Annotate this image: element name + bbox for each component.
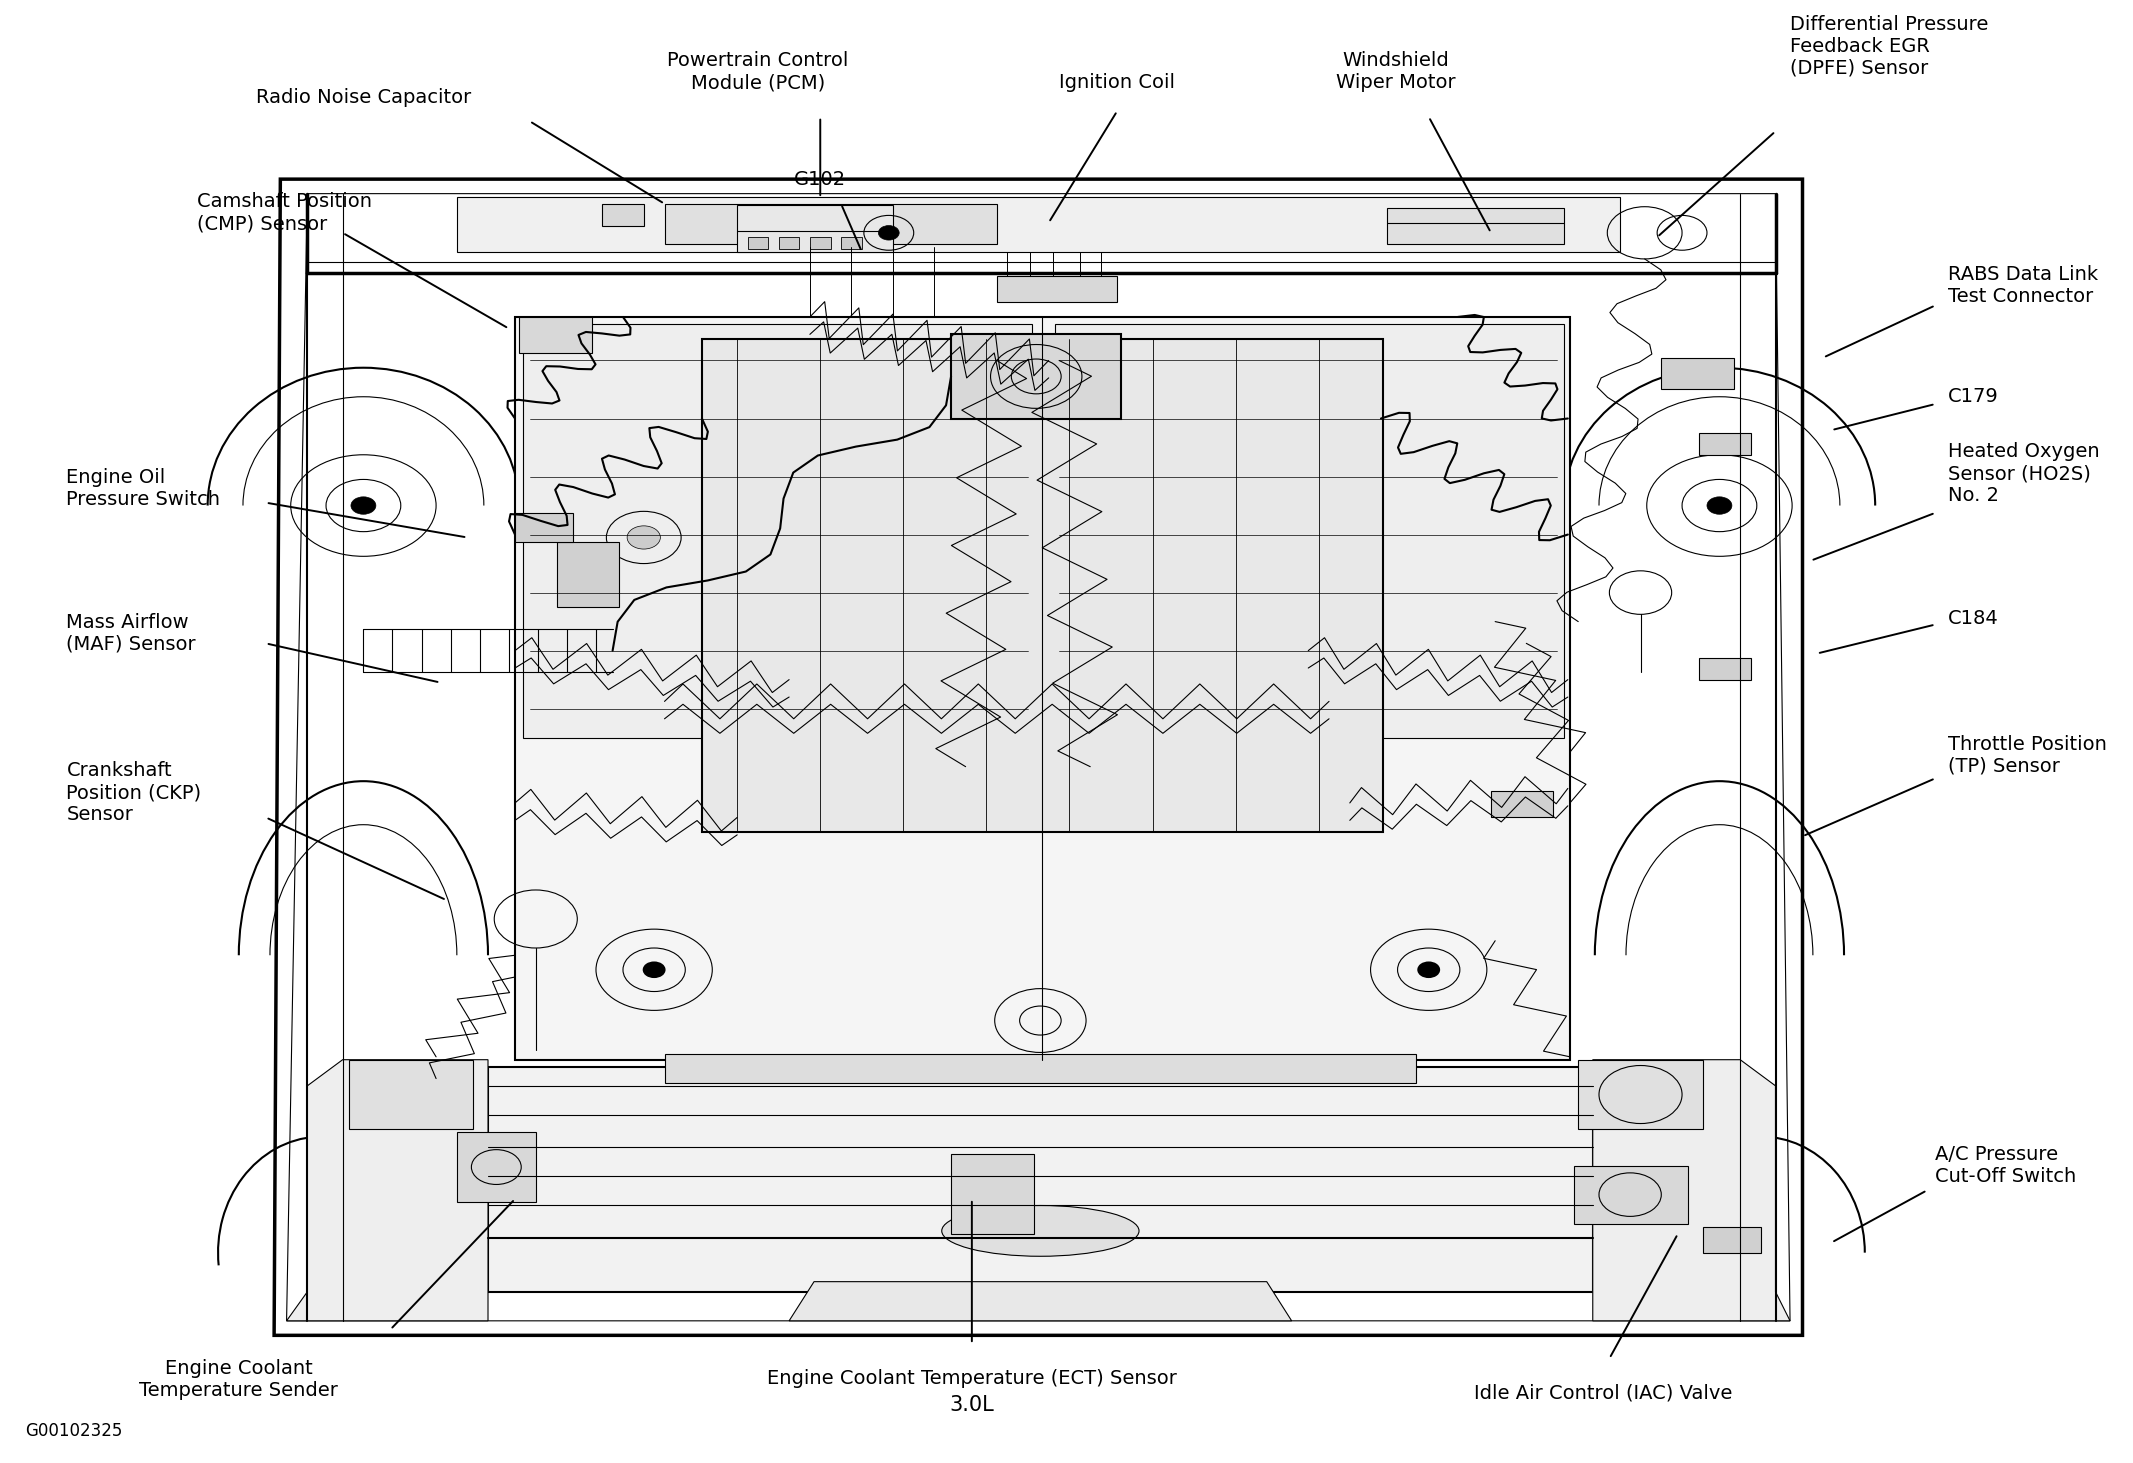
Circle shape bbox=[1706, 497, 1732, 515]
Bar bbox=[738, 205, 894, 252]
Text: Crankshaft
Position (CKP)
Sensor: Crankshaft Position (CKP) Sensor bbox=[66, 761, 203, 824]
Bar bbox=[1056, 325, 1563, 737]
Circle shape bbox=[627, 525, 661, 549]
Bar bbox=[1662, 357, 1734, 389]
Text: Throttle Position
(TP) Sensor: Throttle Position (TP) Sensor bbox=[1947, 734, 2107, 775]
Ellipse shape bbox=[943, 1206, 1139, 1257]
Text: Engine Coolant
Temperature Sender: Engine Coolant Temperature Sender bbox=[139, 1359, 339, 1400]
Bar bbox=[951, 335, 1122, 418]
Bar bbox=[456, 196, 1619, 252]
Text: 3.0L: 3.0L bbox=[949, 1396, 994, 1415]
Bar bbox=[665, 203, 996, 244]
Bar bbox=[518, 317, 591, 353]
Circle shape bbox=[1418, 963, 1440, 977]
Bar bbox=[779, 237, 800, 249]
Text: G00102325: G00102325 bbox=[26, 1422, 122, 1440]
Text: Radio Noise Capacitor: Radio Noise Capacitor bbox=[256, 88, 471, 107]
Text: Powertrain Control
Module (PCM): Powertrain Control Module (PCM) bbox=[668, 51, 849, 92]
Circle shape bbox=[644, 963, 665, 977]
Bar bbox=[350, 1059, 474, 1129]
Bar bbox=[557, 541, 619, 607]
Bar bbox=[1491, 791, 1553, 818]
Bar bbox=[811, 237, 830, 249]
Bar bbox=[1574, 1166, 1689, 1223]
Bar bbox=[665, 1053, 1416, 1083]
Text: C179: C179 bbox=[1947, 388, 1999, 407]
Bar bbox=[488, 1067, 1593, 1292]
Bar bbox=[1702, 1226, 1762, 1252]
Bar bbox=[602, 203, 644, 225]
Circle shape bbox=[879, 225, 900, 240]
Bar bbox=[456, 1132, 535, 1203]
Text: Engine Oil
Pressure Switch: Engine Oil Pressure Switch bbox=[66, 468, 220, 509]
Text: Windshield
Wiper Motor: Windshield Wiper Motor bbox=[1335, 51, 1455, 92]
Text: G102: G102 bbox=[793, 170, 847, 189]
Bar bbox=[840, 237, 862, 249]
Bar bbox=[514, 317, 1570, 1059]
Text: Camshaft Position
(CMP) Sensor: Camshaft Position (CMP) Sensor bbox=[196, 192, 373, 233]
Polygon shape bbox=[1593, 1059, 1790, 1321]
Text: Idle Air Control (IAC) Valve: Idle Air Control (IAC) Valve bbox=[1474, 1383, 1732, 1402]
Polygon shape bbox=[789, 1282, 1293, 1321]
Text: Ignition Coil: Ignition Coil bbox=[1060, 73, 1175, 92]
Bar bbox=[996, 277, 1118, 303]
Bar bbox=[1698, 433, 1751, 455]
Polygon shape bbox=[286, 1059, 488, 1321]
Bar bbox=[1578, 1059, 1702, 1129]
Bar bbox=[747, 237, 768, 249]
Text: C184: C184 bbox=[1947, 609, 1999, 628]
Bar bbox=[523, 325, 1032, 737]
Bar bbox=[757, 214, 883, 240]
Text: Engine Coolant Temperature (ECT) Sensor: Engine Coolant Temperature (ECT) Sensor bbox=[768, 1369, 1177, 1388]
Circle shape bbox=[352, 497, 375, 515]
Bar bbox=[514, 514, 574, 541]
Text: Differential Pressure
Feedback EGR
(DPFE) Sensor: Differential Pressure Feedback EGR (DPFE… bbox=[1790, 15, 1988, 78]
Bar bbox=[951, 1154, 1035, 1233]
Text: RABS Data Link
Test Connector: RABS Data Link Test Connector bbox=[1947, 265, 2099, 306]
Text: Heated Oxygen
Sensor (HO2S)
No. 2: Heated Oxygen Sensor (HO2S) No. 2 bbox=[1947, 442, 2099, 505]
Bar bbox=[1698, 658, 1751, 680]
Text: Mass Airflow
(MAF) Sensor: Mass Airflow (MAF) Sensor bbox=[66, 613, 196, 654]
Text: A/C Pressure
Cut-Off Switch: A/C Pressure Cut-Off Switch bbox=[1935, 1146, 2078, 1186]
Bar bbox=[702, 339, 1382, 832]
Bar bbox=[1386, 208, 1563, 244]
